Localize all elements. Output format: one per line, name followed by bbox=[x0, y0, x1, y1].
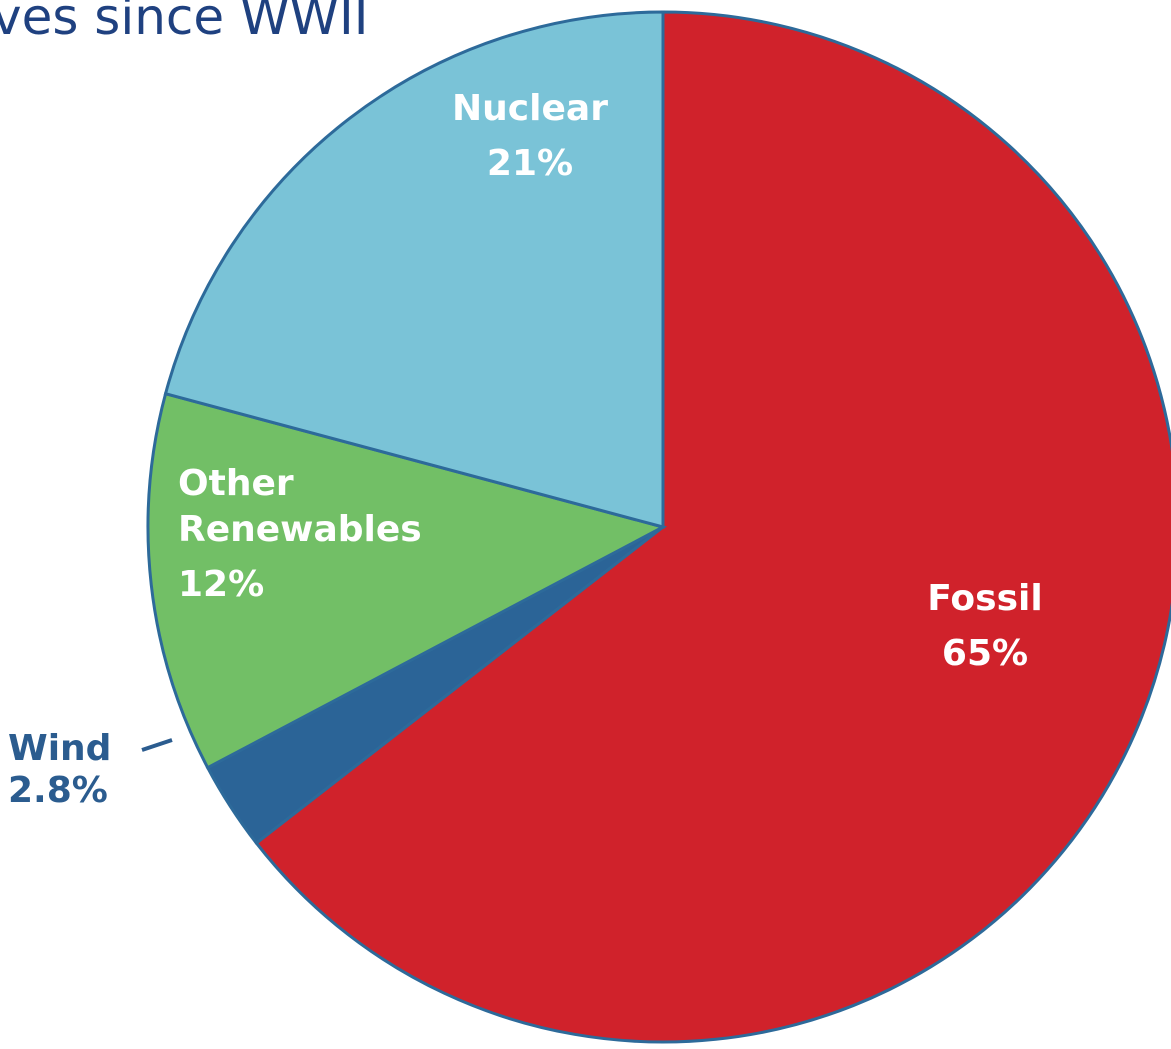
pie-slice bbox=[163, 10, 665, 529]
slice-label: Nuclear bbox=[452, 88, 608, 129]
slice-label: Wind bbox=[8, 728, 111, 769]
slice-label: Other Renewables bbox=[178, 463, 422, 550]
leader-line bbox=[141, 738, 173, 752]
slice-label: Fossil bbox=[927, 578, 1042, 619]
pie-slice bbox=[146, 391, 668, 770]
slice-value-label: 65% bbox=[942, 633, 1028, 674]
pie-slice bbox=[254, 10, 1171, 1044]
slice-value-label: 21% bbox=[487, 143, 573, 184]
chart-title: ves since WWII bbox=[0, 0, 368, 46]
slice-value-label: 12% bbox=[178, 564, 264, 605]
slice-value-label: 2.8% bbox=[8, 770, 108, 811]
